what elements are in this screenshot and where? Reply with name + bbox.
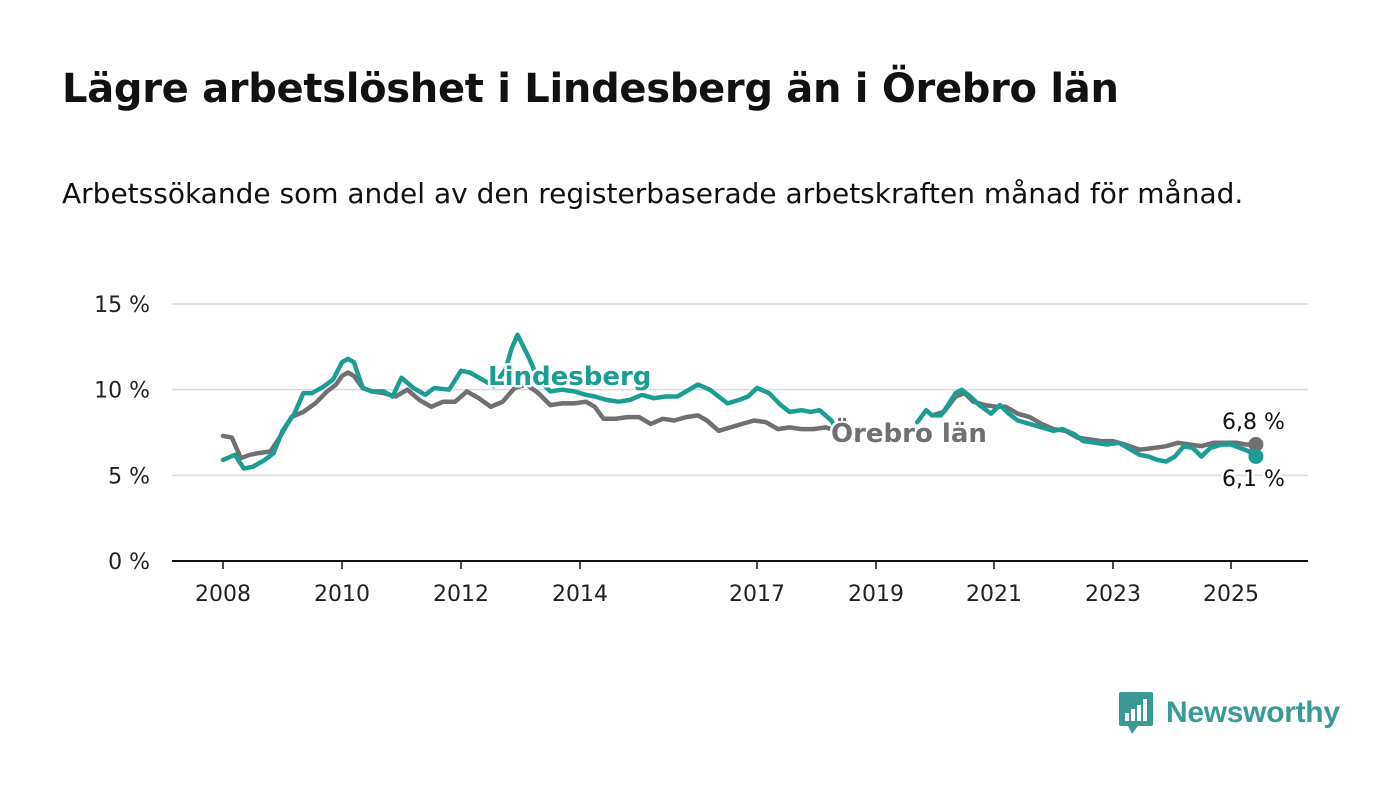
y-axis-ticks: 0 % 5 % 10 % 15 % <box>94 293 150 575</box>
chart-title: Lägre arbetslöshet i Lindesberg än i Öre… <box>62 66 1119 112</box>
x-axis-ticks: 2008 2010 2012 2014 2017 2019 2021 2023 2025 <box>195 561 1259 607</box>
end-value-orebro-lan: 6,8 % <box>1222 410 1285 435</box>
series-labels: Lindesberg Örebro län 6,8 % 6,1 % <box>486 360 1288 495</box>
series-label-lindesberg: Lindesberg <box>488 362 651 392</box>
y-tick-label: 0 % <box>108 550 150 575</box>
newsworthy-logo-icon <box>1119 692 1153 734</box>
end-dot-orebro-lan <box>1248 436 1264 452</box>
series-label-orebro-lan: Örebro län <box>831 416 987 449</box>
series-line-lindesberg <box>220 332 1259 471</box>
x-tick-label: 2008 <box>195 582 251 607</box>
y-tick-label: 15 % <box>94 293 150 318</box>
grid-lines <box>172 303 1308 562</box>
y-tick-label: 5 % <box>108 464 150 489</box>
x-tick-label: 2010 <box>314 582 370 607</box>
x-tick-label: 2023 <box>1085 582 1141 607</box>
x-tick-label: 2019 <box>848 582 904 607</box>
newsworthy-logo: Newsworthy <box>1118 690 1340 736</box>
brand-name: Newsworthy <box>1166 696 1340 729</box>
x-tick-label: 2017 <box>729 582 785 607</box>
y-tick-label: 10 % <box>94 379 150 404</box>
x-tick-label: 2012 <box>433 582 489 607</box>
x-tick-label: 2021 <box>966 582 1022 607</box>
end-dot-lindesberg <box>1248 448 1264 464</box>
x-tick-label: 2025 <box>1203 582 1259 607</box>
end-value-lindesberg: 6,1 % <box>1222 467 1285 492</box>
series-lines <box>220 332 1264 471</box>
chart-subtitle: Arbetssökande som andel av den registerb… <box>62 177 1244 210</box>
x-tick-label: 2014 <box>552 582 608 607</box>
